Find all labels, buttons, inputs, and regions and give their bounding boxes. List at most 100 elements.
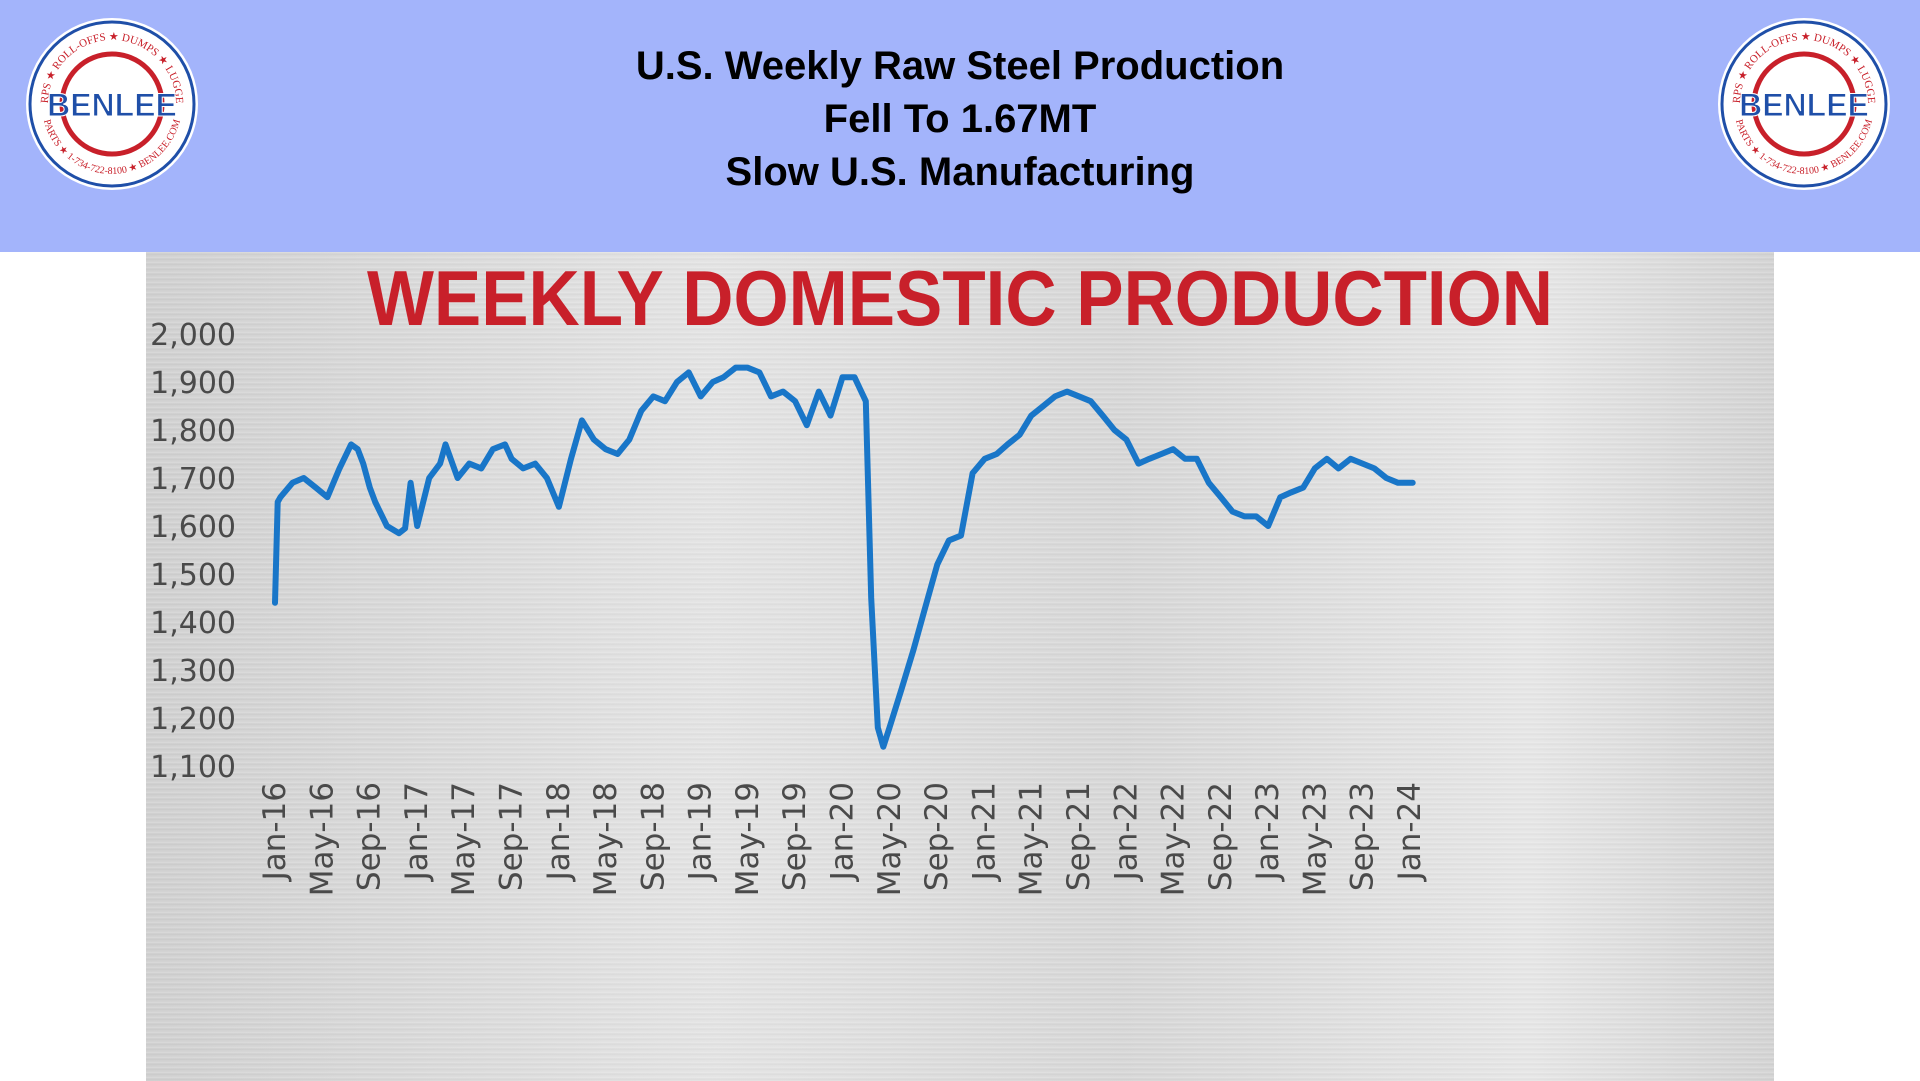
data-point: [466, 461, 472, 467]
data-point: [1348, 456, 1354, 462]
data-point: [532, 461, 538, 467]
data-point: [886, 725, 893, 731]
data-point: [1265, 523, 1271, 529]
y-tick-label: 2,000: [150, 318, 236, 353]
y-tick-label: 1,900: [150, 366, 236, 401]
x-tick-label: Jan-17: [399, 782, 435, 882]
data-point: [1005, 441, 1011, 447]
data-point: [970, 470, 976, 476]
data-point: [1100, 413, 1106, 419]
data-point: [355, 446, 361, 452]
x-tick-label: May-20: [872, 782, 908, 896]
data-point: [579, 417, 585, 423]
data-point: [591, 437, 597, 443]
benlee-logo-right: TARPS ★ ROLL-OFFS ★ DUMPS ★ LUGGERS PART…: [1716, 16, 1890, 190]
data-point: [1229, 509, 1236, 515]
x-tick-label: Jan-23: [1250, 782, 1286, 882]
data-point: [1158, 451, 1164, 457]
benlee-logo-left: TARPS ★ ROLL-OFFS ★ DUMPS ★ LUGGERS PART…: [24, 16, 198, 190]
headline: U.S. Weekly Raw Steel Production Fell To…: [400, 40, 1520, 199]
x-tick-label: Sep-16: [352, 782, 388, 891]
y-tick-label: 1,700: [150, 462, 236, 497]
data-point: [1383, 475, 1389, 481]
data-point: [710, 379, 716, 385]
headline-line-3: Slow U.S. Manufacturing: [725, 150, 1195, 194]
x-tick-label: May-22: [1156, 782, 1192, 896]
data-point: [603, 446, 609, 452]
data-point: [402, 525, 408, 531]
x-tick-label: May-18: [588, 782, 624, 896]
data-point: [1277, 494, 1283, 500]
data-point: [1028, 413, 1034, 419]
data-point: [1088, 398, 1094, 404]
data-point: [442, 441, 449, 447]
data-point: [502, 441, 508, 447]
x-tick-label: May-19: [730, 782, 766, 896]
y-tick-label: 1,200: [150, 702, 236, 737]
data-point: [367, 485, 373, 491]
x-tick-label: Jan-16: [257, 782, 293, 882]
data-point: [898, 686, 905, 692]
series-line: [272, 364, 1416, 750]
data-point: [1123, 437, 1129, 443]
data-point: [662, 398, 668, 404]
data-point: [744, 365, 750, 371]
data-point: [301, 475, 307, 481]
x-tick-label: Sep-21: [1061, 782, 1097, 891]
y-tick-label: 1,400: [150, 606, 236, 641]
data-point: [1312, 465, 1318, 471]
x-tick-label: May-21: [1014, 782, 1050, 896]
x-tick-label: Jan-21: [966, 782, 1002, 882]
y-tick-label: 1,600: [150, 510, 236, 545]
data-point: [372, 499, 378, 505]
x-tick-label: Sep-22: [1203, 782, 1239, 891]
data-point: [426, 475, 432, 481]
data-point: [910, 648, 916, 654]
data-point: [816, 389, 822, 395]
x-tick-label: Sep-18: [635, 782, 671, 891]
data-point: [437, 461, 443, 467]
data-point: [277, 494, 283, 500]
data-point: [1017, 432, 1023, 438]
data-point: [721, 374, 727, 380]
x-tick-label: Jan-20: [825, 782, 861, 882]
data-point: [1241, 513, 1248, 519]
y-tick-label: 1,500: [150, 558, 236, 593]
data-point: [615, 451, 621, 457]
data-point: [1194, 456, 1200, 462]
line-chart: WEEKLY DOMESTIC PRODUCTION 2,000 1,900 1,8…: [150, 254, 1553, 896]
y-tick-label: 1,100: [150, 750, 236, 785]
data-point: [348, 441, 354, 447]
chart-panel: WEEKLY DOMESTIC PRODUCTION 2,000 1,900 1,8…: [146, 252, 1774, 1081]
data-point: [1324, 456, 1330, 462]
y-tick-label: 1,800: [150, 414, 236, 449]
data-point: [1076, 393, 1082, 399]
data-point: [1395, 480, 1401, 486]
data-point: [1111, 427, 1117, 433]
data-point: [408, 480, 414, 486]
data-point: [994, 451, 1000, 457]
data-point: [780, 389, 786, 395]
svg-text:BENLEE: BENLEE: [1739, 87, 1869, 123]
data-point: [1335, 465, 1342, 471]
data-point: [1253, 513, 1259, 519]
data-point: [827, 413, 834, 419]
data-point: [1040, 403, 1046, 409]
data-point: [490, 446, 496, 452]
x-tick-label: May-16: [304, 782, 340, 896]
data-point: [478, 465, 484, 471]
data-point: [880, 744, 886, 750]
data-point: [1360, 461, 1366, 467]
x-tick-label: Jan-24: [1392, 782, 1428, 882]
data-point: [509, 456, 515, 462]
data-point: [875, 725, 881, 731]
data-point: [414, 523, 420, 529]
data-point: [638, 408, 644, 414]
data-point: [1218, 494, 1224, 500]
data-point: [839, 374, 846, 380]
data-point: [626, 437, 632, 443]
data-point: [1300, 485, 1306, 491]
data-point: [922, 605, 928, 611]
data-point: [674, 379, 680, 385]
data-point: [863, 398, 869, 404]
